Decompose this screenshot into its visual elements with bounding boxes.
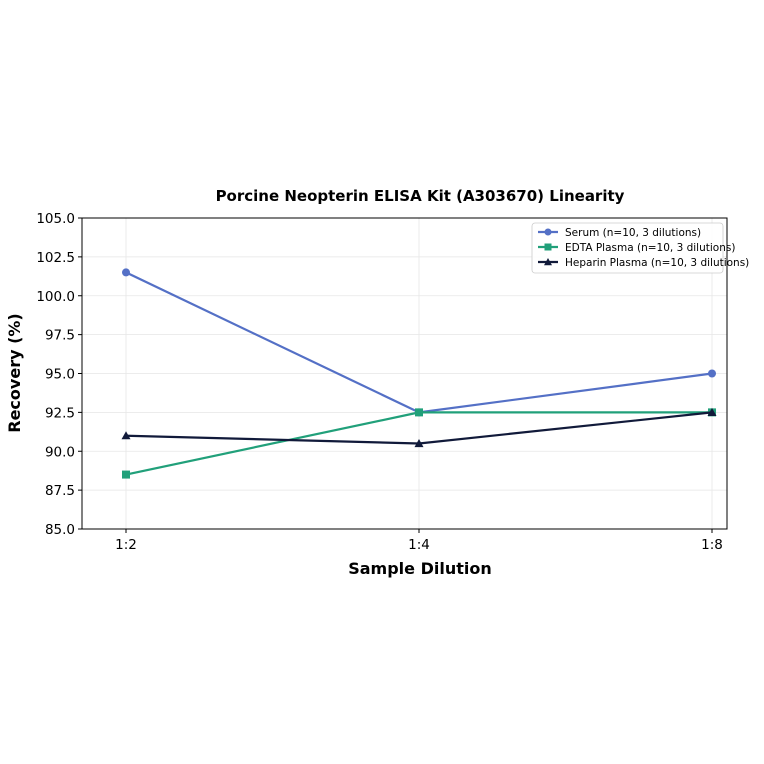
y-tick-label: 92.5 <box>45 405 75 421</box>
data-point <box>415 408 423 417</box>
x-tick-label: 1:2 <box>115 537 137 553</box>
y-tick-label: 102.5 <box>36 250 75 266</box>
data-point <box>121 431 131 440</box>
data-point <box>707 407 717 416</box>
legend-marker <box>544 228 552 236</box>
data-point <box>122 470 130 479</box>
legend-marker <box>544 243 552 251</box>
x-tick-label: 1:8 <box>701 537 723 553</box>
legend-item: Serum (n=10, 3 dilutions) <box>538 227 701 239</box>
legend-item: Heparin Plasma (n=10, 3 dilutions) <box>538 257 749 269</box>
legend-label: Heparin Plasma (n=10, 3 dilutions) <box>565 257 749 269</box>
axis-ticks: 85.0 87.5 90.0 92.5 95.0 97.5 100.0 102.5 105.0 1… <box>36 211 723 553</box>
y-tick-label: 90.0 <box>45 444 75 460</box>
series-3 <box>121 407 717 448</box>
y-tick-label: 87.5 <box>45 483 75 499</box>
data-point <box>122 268 130 277</box>
y-tick-label: 85.0 <box>45 522 75 538</box>
y-tick-label: 97.5 <box>45 328 75 344</box>
x-tick-label: 1:4 <box>408 537 430 553</box>
legend-item: EDTA Plasma (n=10, 3 dilutions) <box>538 242 735 254</box>
legend-marker <box>544 258 552 266</box>
legend: Serum (n=10, 3 dilutions) EDTA Plasma (n=… <box>531 222 749 274</box>
series-layer <box>121 268 717 479</box>
y-tick-label: 100.0 <box>36 289 75 305</box>
legend-label: EDTA Plasma (n=10, 3 dilutions) <box>565 242 735 254</box>
legend-box <box>531 222 724 274</box>
chart-title: Porcine Neopterin ELISA Kit (A303670) Li… <box>216 187 625 205</box>
x-axis-label: Sample Dilution <box>348 559 492 578</box>
legend-label: Serum (n=10, 3 dilutions) <box>565 227 701 239</box>
y-tick-label: 95.0 <box>45 367 75 383</box>
y-axis-label: Recovery (%) <box>5 313 24 432</box>
y-tick-label: 105.0 <box>36 211 75 227</box>
data-point <box>414 438 424 448</box>
data-point <box>708 369 716 378</box>
